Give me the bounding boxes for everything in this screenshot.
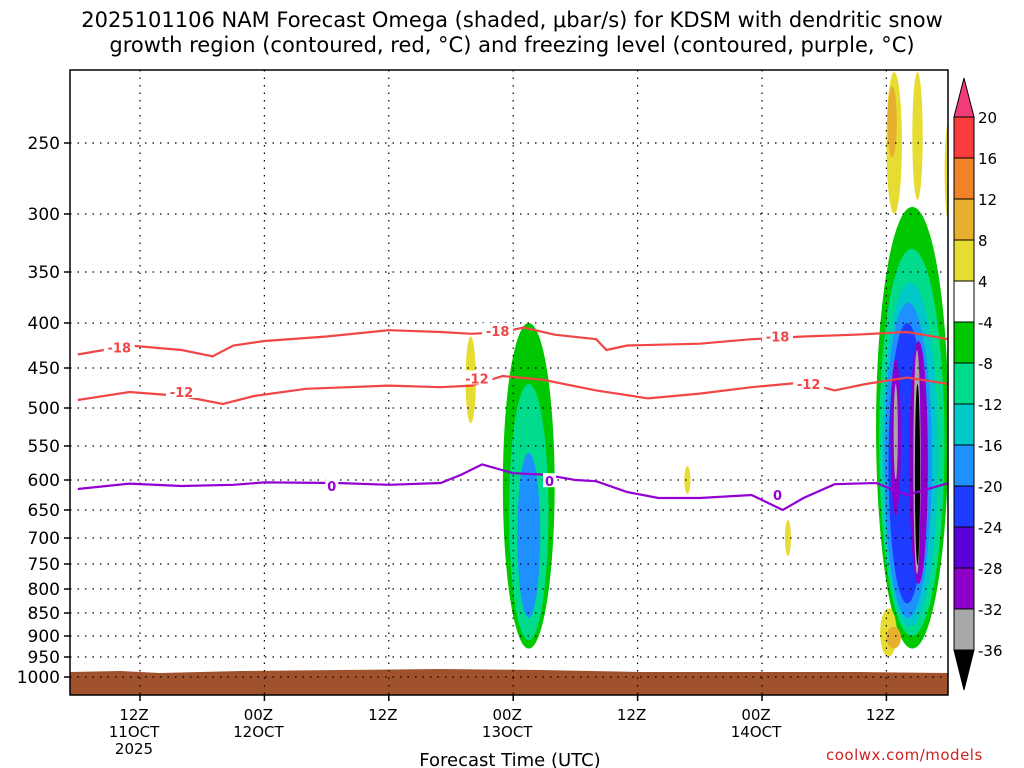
colorbar-label-13: -36 — [978, 642, 1003, 660]
x-tick-label-42: 00Z — [493, 706, 522, 724]
y-tick-label-900: 900 — [28, 627, 60, 647]
colorbar-bin-9 — [953, 485, 975, 528]
contour-0-line — [77, 463, 948, 512]
contour-label-bg-2 — [482, 323, 514, 338]
y-tick-label-600: 600 — [28, 471, 60, 491]
x-tick-label-78: 12Z — [866, 706, 895, 724]
colorbar-label-8: -16 — [978, 437, 1003, 455]
omega-shade-region-1 — [912, 71, 923, 200]
x-tick-date-42: 13OCT — [482, 723, 533, 741]
y-tick-label-850: 850 — [28, 604, 60, 624]
y-tick-label-650: 650 — [28, 501, 60, 521]
omega-shade-inner-8 — [893, 384, 898, 480]
contour-label-5: 0 — [545, 475, 554, 490]
colorbar-bin-3 — [953, 239, 975, 282]
axes: 250 300 350 400 450 500 550 600 650 700 750 800 850 9… — [17, 134, 895, 758]
contour-label-2: -18 — [486, 325, 510, 340]
contour-label-bg-6 — [762, 328, 794, 343]
contour-label-7: -12 — [797, 378, 821, 393]
y-tick-label-700: 700 — [28, 529, 60, 549]
y-tick-label-1000: 1000 — [17, 668, 60, 688]
contour-label-1: -12 — [170, 386, 194, 401]
colorbar-label-3: 8 — [978, 232, 988, 250]
contour-label-bg-7 — [793, 376, 825, 390]
contour-label-bg-0 — [103, 339, 135, 354]
source-credit: coolwx.com/models — [826, 746, 983, 764]
colorbar-bin-6 — [953, 362, 975, 405]
omega-shade-inner-1 — [517, 452, 541, 618]
y-tick-label-350: 350 — [28, 263, 60, 283]
contour-layer: -18 -12 -18 -12 0 0 -18 -12 0 — [77, 323, 948, 512]
y-tick-label-950: 950 — [28, 648, 60, 668]
contour--12-line — [77, 374, 948, 406]
title-line-1: 2025101106 NAM Forecast Omega (shaded, μ… — [81, 8, 943, 32]
y-tick-label-400: 400 — [28, 314, 60, 334]
omega-shade-cell-2 — [944, 121, 948, 221]
colorbar-bin-4 — [953, 280, 975, 323]
colorbar-top-arrow — [953, 77, 975, 118]
colorbar-bin-1 — [953, 157, 975, 200]
x-tick-label-6: 12Z — [119, 706, 148, 724]
contour-label-bg-1 — [165, 384, 197, 398]
contour-label-4: 0 — [327, 480, 336, 495]
omega-shade-inner-11 — [886, 626, 901, 649]
colorbar-bin-2 — [953, 198, 975, 241]
omega-shade-inner-10 — [914, 384, 921, 564]
contour-label-bg-8 — [771, 487, 785, 501]
colorbar-label-5: -4 — [978, 314, 993, 332]
contour-label-6: -18 — [766, 331, 790, 346]
colorbar-bottom-arrow — [953, 649, 975, 691]
omega-shade-cell-0 — [684, 466, 691, 494]
colorbar-label-12: -32 — [978, 601, 1003, 619]
plot-frame — [69, 69, 949, 696]
colorbar-label-7: -12 — [978, 396, 1003, 414]
contour-label-bg-4 — [325, 478, 339, 492]
colorbar-bin-7 — [953, 403, 975, 446]
x-tick-year-6: 2025 — [115, 740, 153, 758]
y-tick-label-250: 250 — [28, 134, 60, 154]
colorbar-label-6: -8 — [978, 355, 993, 373]
colorbar-label-2: 12 — [978, 191, 997, 209]
x-tick-date-18: 12OCT — [233, 723, 284, 741]
y-tick-label-500: 500 — [28, 399, 60, 419]
x-axis-label: Forecast Time (UTC) — [419, 750, 600, 768]
x-tick-label-18: 00Z — [244, 706, 273, 724]
contour-label-bg-3 — [461, 370, 493, 385]
title-line-2: growth region (contoured, red, °C) and f… — [109, 33, 915, 57]
y-tick-label-750: 750 — [28, 555, 60, 575]
y-tick-label-800: 800 — [28, 580, 60, 600]
y-tick-label-450: 450 — [28, 359, 60, 379]
contour-label-bg-5 — [542, 473, 556, 488]
x-tick-label-66: 00Z — [741, 706, 770, 724]
chart-title: 2025101106 NAM Forecast Omega (shaded, μ… — [0, 8, 1024, 58]
contour--18-line — [77, 326, 948, 358]
colorbar-label-10: -24 — [978, 519, 1003, 537]
colorbar-label-0: 20 — [978, 109, 997, 127]
y-tick-label-550: 550 — [28, 437, 60, 457]
colorbar-bin-8 — [953, 444, 975, 487]
colorbar-bin-0 — [953, 116, 975, 159]
contour-label-3: -12 — [465, 372, 489, 387]
x-tick-date-66: 14OCT — [731, 723, 782, 741]
omega-shade-inner-12 — [887, 86, 897, 158]
contour-label-0: -18 — [108, 341, 132, 356]
colorbar-bin-12 — [953, 608, 975, 651]
omega-shade-cell-1 — [784, 520, 791, 556]
colorbar-bin-11 — [953, 567, 975, 610]
omega-shading-layer — [70, 71, 948, 695]
colorbar: 20 16 12 8 4 -4 -8 -12 -16 -20 -24 -28 -32 -36 — [953, 77, 1003, 691]
colorbar-label-4: 4 — [978, 273, 988, 291]
x-tick-date-6: 11OCT — [109, 723, 160, 741]
colorbar-label-1: 16 — [978, 150, 997, 168]
contour-label-8: 0 — [773, 489, 782, 504]
x-tick-label-30: 12Z — [368, 706, 397, 724]
x-tick-label-54: 12Z — [617, 706, 646, 724]
colorbar-label-11: -28 — [978, 560, 1003, 578]
colorbar-label-9: -20 — [978, 478, 1003, 496]
colorbar-bin-5 — [953, 321, 975, 364]
colorbar-bin-10 — [953, 526, 975, 569]
ground-surface — [70, 669, 948, 695]
y-tick-label-300: 300 — [28, 205, 60, 225]
